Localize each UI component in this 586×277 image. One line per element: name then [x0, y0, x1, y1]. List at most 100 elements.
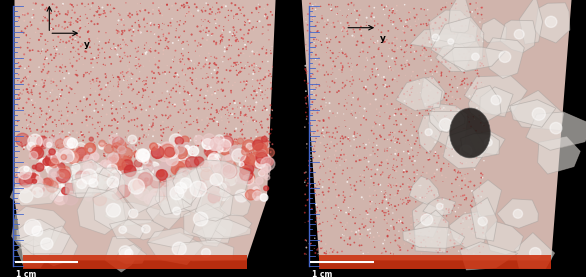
Point [348, 215, 357, 219]
Point [192, 134, 201, 138]
Point [268, 65, 277, 69]
Point [105, 38, 114, 42]
Point [457, 178, 466, 183]
Point [189, 14, 198, 18]
Point [363, 78, 373, 82]
Point [171, 71, 180, 76]
Point [469, 251, 478, 256]
Point [27, 88, 36, 92]
Point [426, 88, 435, 93]
Point [305, 182, 315, 186]
Point [434, 73, 443, 77]
Circle shape [161, 177, 168, 183]
Point [193, 24, 202, 29]
Point [229, 16, 239, 20]
Point [90, 99, 99, 103]
Point [73, 20, 82, 24]
Circle shape [64, 184, 73, 192]
Circle shape [58, 148, 71, 162]
Point [411, 19, 420, 24]
Point [73, 51, 83, 55]
Point [370, 40, 380, 44]
Circle shape [165, 146, 179, 158]
Point [252, 7, 261, 11]
Circle shape [101, 171, 111, 180]
Point [204, 26, 213, 30]
Point [306, 242, 315, 246]
Point [219, 28, 228, 32]
Point [94, 47, 103, 52]
Point [17, 142, 26, 146]
Point [263, 16, 272, 21]
Point [459, 125, 469, 130]
Point [262, 51, 271, 55]
Point [154, 23, 163, 27]
Circle shape [220, 181, 230, 190]
Point [243, 60, 253, 65]
Circle shape [432, 34, 439, 41]
Point [456, 194, 465, 198]
Point [420, 7, 429, 12]
Point [356, 179, 365, 183]
Point [114, 134, 123, 138]
Point [423, 102, 432, 106]
Point [264, 132, 274, 136]
Point [158, 71, 167, 75]
Point [176, 34, 185, 38]
Point [320, 157, 329, 161]
Point [232, 30, 241, 34]
Point [181, 14, 190, 18]
Point [338, 13, 347, 18]
Circle shape [225, 175, 237, 186]
Point [473, 71, 482, 76]
Point [356, 29, 366, 33]
Point [87, 51, 96, 56]
Point [469, 114, 478, 119]
Point [367, 199, 377, 204]
Point [157, 138, 166, 143]
Point [261, 52, 271, 56]
Circle shape [222, 164, 236, 178]
Point [373, 39, 382, 43]
Circle shape [24, 166, 29, 171]
Point [124, 67, 134, 71]
Point [263, 72, 272, 76]
Point [381, 249, 390, 254]
Circle shape [76, 148, 90, 161]
Circle shape [491, 95, 501, 105]
Point [231, 38, 240, 43]
Point [357, 232, 367, 237]
Point [455, 119, 464, 124]
Point [456, 63, 466, 68]
Point [462, 52, 472, 56]
Point [247, 115, 256, 120]
Point [257, 124, 266, 129]
Circle shape [46, 181, 58, 192]
Point [374, 110, 384, 114]
Point [101, 30, 111, 35]
Point [478, 17, 487, 21]
Point [129, 157, 138, 161]
Point [15, 16, 24, 20]
Point [369, 193, 378, 198]
Point [231, 153, 241, 158]
Point [471, 90, 481, 94]
Point [338, 249, 347, 254]
Point [250, 88, 260, 92]
Point [264, 68, 273, 73]
Point [144, 127, 154, 132]
Point [146, 12, 155, 16]
Point [427, 104, 436, 108]
Point [437, 60, 447, 64]
Point [461, 137, 470, 141]
Point [248, 77, 257, 82]
Point [315, 216, 324, 220]
Point [403, 45, 412, 50]
Point [400, 242, 409, 246]
Point [468, 222, 478, 227]
Point [464, 50, 473, 54]
Circle shape [460, 145, 472, 157]
Point [191, 155, 200, 160]
Point [245, 21, 254, 25]
Point [455, 49, 464, 53]
